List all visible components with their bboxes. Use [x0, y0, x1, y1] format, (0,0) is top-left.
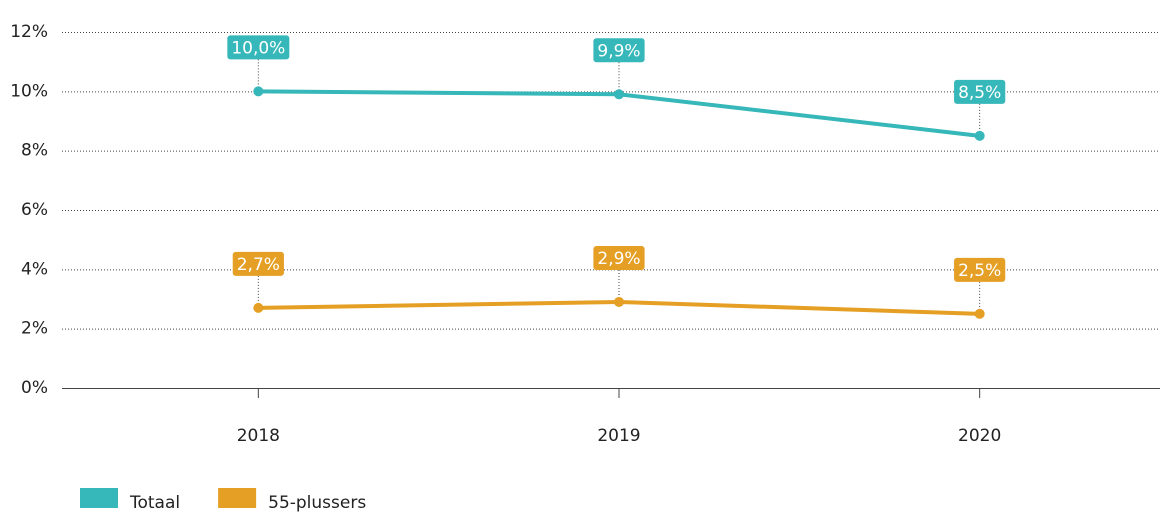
point: [974, 308, 985, 319]
x-tick-label: 2018: [237, 426, 280, 446]
point: [253, 86, 264, 97]
data-label-text: 2,7%: [237, 255, 280, 275]
y-tick-label: 6%: [21, 200, 48, 220]
y-tick-label: 2%: [21, 319, 48, 339]
data-label-text: 2,9%: [597, 249, 640, 269]
label-box: [227, 35, 290, 60]
data-label: 2,9%: [593, 245, 645, 270]
label-box: [593, 38, 645, 63]
x-tick-label: 2020: [958, 426, 1001, 446]
legend-swatch: [218, 488, 257, 508]
label-box: [954, 79, 1006, 104]
point: [253, 302, 264, 313]
label-box: [954, 257, 1006, 282]
point: [974, 130, 985, 141]
data-label: 2,5%: [954, 257, 1006, 282]
y-tick-label: 8%: [21, 141, 48, 161]
label-box: [593, 245, 645, 270]
data-label-text: 8,5%: [958, 83, 1001, 103]
data-label: 8,5%: [954, 79, 1006, 104]
x-tick-label: 2019: [597, 426, 640, 446]
point: [614, 296, 624, 307]
legend-label: 55-plussers: [268, 493, 366, 513]
data-label-text: 9,9%: [597, 41, 640, 61]
y-tick-label: 12%: [10, 22, 48, 42]
y-tick-label: 0%: [21, 378, 48, 398]
label-box: [232, 251, 284, 276]
y-tick-label: 4%: [21, 259, 48, 279]
data-label: 2,7%: [232, 251, 284, 276]
legend-swatch: [80, 488, 118, 508]
legend-label: Totaal: [129, 493, 180, 513]
data-label-text: 2,5%: [958, 261, 1001, 281]
data-label-text: 10,0%: [231, 38, 285, 58]
y-tick-label: 10%: [10, 81, 48, 101]
point: [614, 89, 624, 100]
data-label: 9,9%: [593, 38, 645, 63]
data-label: 10,0%: [227, 35, 290, 60]
